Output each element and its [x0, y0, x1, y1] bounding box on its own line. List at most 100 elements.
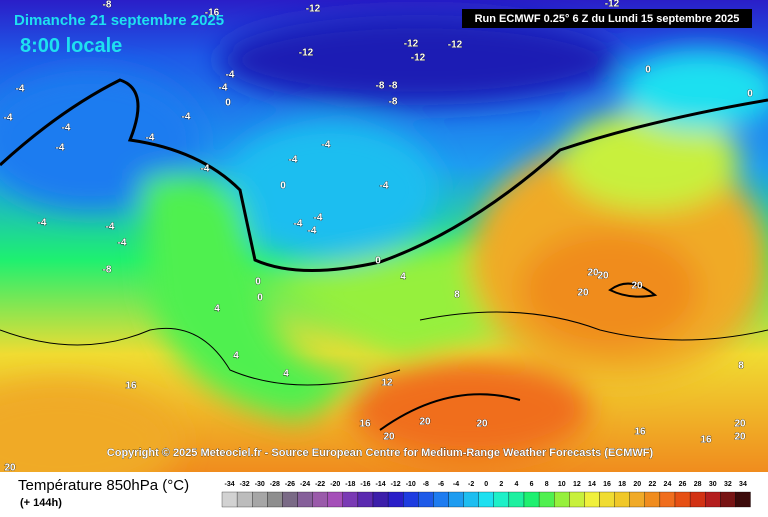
contour-label: 4: [233, 351, 239, 362]
contour-label: -8: [376, 81, 385, 92]
scale-label: 24: [664, 481, 672, 488]
scale-swatch: [599, 491, 615, 508]
scale-label: -10: [406, 481, 416, 488]
scale-label: -24: [300, 481, 310, 488]
contour-label: -12: [404, 39, 419, 50]
contour-label: 4: [214, 304, 220, 315]
scale-swatch: [720, 491, 736, 508]
scale-label: -30: [255, 481, 265, 488]
scale-swatch: [267, 491, 283, 508]
contour-label: -4: [380, 181, 389, 192]
copyright: Copyright © 2025 Meteociel.fr - Source E…: [107, 447, 654, 459]
scale-swatch: [357, 491, 374, 508]
scale-label: 0: [484, 481, 488, 488]
contour-label: -16: [205, 8, 220, 19]
scale-swatch: [569, 491, 585, 508]
scale-label: 8: [545, 481, 549, 488]
contour-label: -4: [146, 133, 155, 144]
scale-swatch: [252, 491, 268, 508]
contour-label: -4: [56, 143, 65, 154]
contour-label: -4: [289, 155, 298, 166]
contour-label: 20: [734, 419, 746, 430]
contour-label: 4: [400, 272, 406, 283]
contour-label: -8: [103, 0, 112, 11]
scale-swatch: [282, 491, 298, 508]
contour-label: -4: [219, 83, 228, 94]
contour-label: 8: [454, 290, 460, 301]
scale-label: -6: [438, 481, 444, 488]
contour-label: 0: [257, 293, 263, 304]
contour-label: -12: [306, 4, 321, 15]
legend-title: Température 850hPa (°C): [18, 477, 189, 494]
scale-label: 16: [603, 481, 611, 488]
scale-label: -26: [285, 481, 295, 488]
scale-label: -28: [270, 481, 280, 488]
scale-label: 18: [618, 481, 626, 488]
time: 8:00 locale: [20, 35, 122, 57]
lead-time: (+ 144h): [20, 497, 62, 509]
scale-swatch: [735, 491, 751, 508]
contour-label: 16: [700, 435, 712, 446]
scale-swatch: [236, 491, 253, 508]
scale-swatch: [705, 491, 721, 508]
contour-labels: -8-16 -12 -12-12-12 -12-12-8 -8-80-4 0-4-40-4…: [3, 0, 753, 474]
scale-swatch: [584, 491, 600, 508]
scale-label: 22: [648, 481, 656, 488]
contour-label: 20: [631, 281, 643, 292]
contour-label: -4: [294, 219, 303, 230]
scale-swatch: [629, 491, 645, 508]
contour-label: -8: [103, 265, 112, 276]
scale-label: -22: [315, 481, 325, 488]
contour-label: 0: [375, 256, 381, 267]
scale-label: 4: [514, 481, 518, 488]
scale-label: -12: [391, 481, 401, 488]
scale-swatch: [614, 491, 630, 508]
contour-label: 0: [225, 98, 231, 109]
scale-swatch: [342, 491, 359, 508]
scale-swatch: [538, 491, 555, 508]
scale-swatch: [418, 491, 434, 508]
run: Run ECMWF 0.25° 6 Z du Lundi 15 septembr…: [475, 13, 740, 25]
scale-label: -2: [468, 481, 474, 488]
contour-label: 0: [747, 89, 753, 100]
contour-label: -12: [411, 53, 426, 64]
scale-swatch: [387, 491, 404, 508]
contour-label: -4: [16, 84, 25, 95]
scale-swatch: [689, 491, 706, 508]
scale-swatch: [448, 491, 464, 508]
contour-label: 20: [587, 268, 599, 279]
run-box: [462, 9, 752, 28]
scale-label: 28: [694, 481, 702, 488]
contour-label: 0: [645, 65, 651, 76]
contour-label: 0: [280, 181, 286, 192]
contour-label: -4: [106, 222, 115, 233]
color-scale: -34 -32 -30 -28 -26 -24 -22 -20 -18 -16 -14 -12 -10-…: [221, 481, 751, 508]
scale-label: -18: [345, 481, 355, 488]
scale-swatch: [297, 491, 313, 508]
scale-label: -4: [453, 481, 459, 488]
scale-label: -16: [360, 481, 370, 488]
scale-swatch: [674, 491, 691, 508]
contour-label: 20: [4, 463, 16, 474]
scale-label: 26: [679, 481, 687, 488]
scale-swatch: [312, 491, 328, 508]
scale-swatch: [493, 491, 510, 508]
scale-swatch: [554, 491, 570, 508]
scale-label: 10: [558, 481, 566, 488]
scale-label: -32: [240, 481, 250, 488]
scale-swatch: [463, 491, 479, 508]
scale-swatch: [327, 491, 343, 508]
scale-swatch: [659, 491, 676, 508]
scale-label: -34: [224, 481, 234, 488]
contour-label: -4: [182, 112, 191, 123]
scale-swatch: [403, 491, 419, 508]
contour-label: -4: [118, 238, 127, 249]
scale-label: 2: [499, 481, 503, 488]
contour-label: -4: [308, 226, 317, 237]
scale-label: 32: [724, 481, 732, 488]
scale-label: 30: [709, 481, 717, 488]
contour-label: 0: [255, 277, 261, 288]
contour-label: 20: [577, 288, 589, 299]
date: Dimanche 21 septembre 2025: [14, 12, 224, 29]
scale-swatch: [508, 491, 525, 508]
